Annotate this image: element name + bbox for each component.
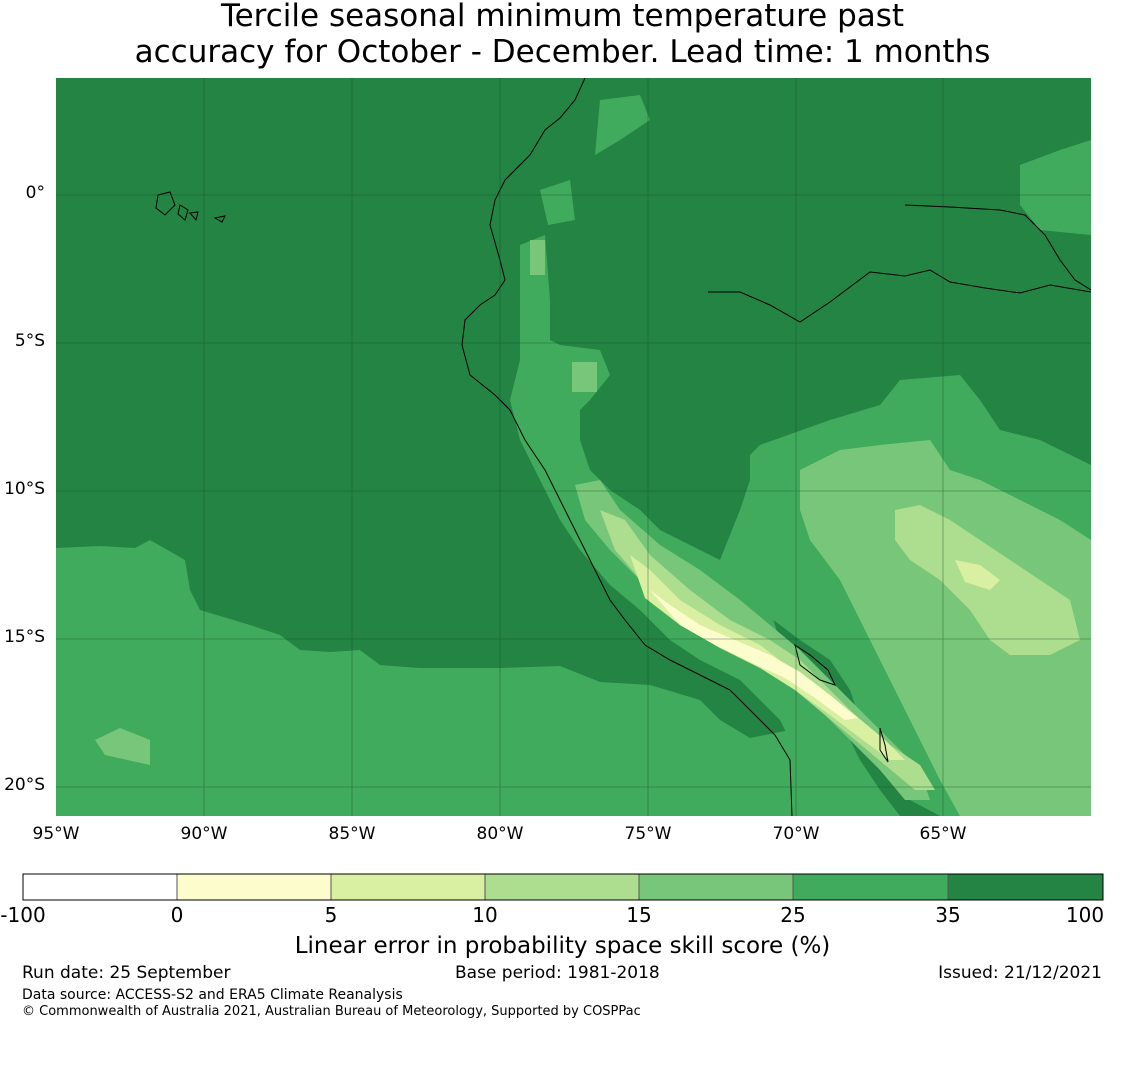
run-date: Run date: 25 September	[22, 963, 231, 983]
colorbar-tick-label: 25	[780, 903, 806, 927]
amazon-river	[708, 204, 1091, 323]
colorbar-segment-neg100-0	[23, 874, 177, 900]
base-period: Base period: 1981-2018	[455, 963, 660, 983]
colorbar-tick-label: -100	[0, 903, 46, 927]
field-band-15-25-southwest	[95, 728, 150, 765]
colorbar-tick-label: 100	[1065, 903, 1105, 927]
field-band-15-25-east	[800, 440, 1091, 816]
map-title-line-2: accuracy for October - December. Lead ti…	[134, 34, 991, 70]
field-band-25-35-andes-north	[595, 95, 650, 155]
copyright: © Commonwealth of Australia 2021, Austra…	[22, 1004, 641, 1019]
x-tick-label: 80°W	[476, 824, 524, 844]
y-tick-label: 15°S	[4, 627, 45, 647]
skill-score-field	[56, 78, 1091, 816]
data-source: Data source: ACCESS-S2 and ERA5 Climate …	[22, 987, 403, 1003]
map-title-line-1: Tercile seasonal minimum temperature pas…	[220, 0, 905, 34]
colorbar-segment-15-25	[639, 874, 793, 900]
colorbar-segment-5-10	[331, 874, 485, 900]
field-band-15-25-patch	[572, 362, 597, 392]
x-tick-label: 65°W	[919, 824, 967, 844]
colorbar-tick-label: 5	[324, 903, 338, 927]
x-tick-label: 75°W	[624, 824, 672, 844]
field-band-25-35-northeast	[1020, 140, 1091, 235]
colorbar-tick-label: 10	[472, 903, 498, 927]
colorbar-segment-35-100	[948, 874, 1103, 900]
colorbar	[22, 873, 1104, 901]
colorbar-segment-10-15	[485, 874, 639, 900]
y-tick-label: 5°S	[14, 331, 45, 351]
field-band-0-5-coastal	[650, 590, 858, 720]
colorbar-segment-25-35	[793, 874, 948, 900]
issued-date: Issued: 21/12/2021	[938, 963, 1102, 983]
galapagos-islands	[155, 191, 226, 223]
colorbar-tick-label: 0	[170, 903, 184, 927]
colorbar-segment-0-5	[177, 874, 331, 900]
x-tick-label: 70°W	[772, 824, 820, 844]
field-band-5-10-east	[955, 560, 1000, 590]
coastline	[461, 78, 793, 816]
graticule	[56, 78, 1091, 816]
y-tick-label: 20°S	[4, 775, 45, 795]
colorbar-label: Linear error in probability space skill …	[294, 933, 831, 959]
colorbar-tick-label: 35	[935, 903, 961, 927]
x-tick-label: 95°W	[32, 824, 80, 844]
x-tick-label: 90°W	[180, 824, 228, 844]
lake-titicaca	[794, 643, 836, 686]
field-band-25-35-southwest	[56, 540, 840, 816]
field-band-25-35-north	[540, 180, 575, 225]
x-tick-label: 85°W	[328, 824, 376, 844]
lake-poopo	[879, 727, 889, 763]
field-band-15-25-strip	[530, 240, 545, 275]
y-tick-label: 10°S	[4, 479, 45, 499]
y-tick-label: 0°	[25, 183, 45, 203]
colorbar-tick-label: 15	[626, 903, 652, 927]
